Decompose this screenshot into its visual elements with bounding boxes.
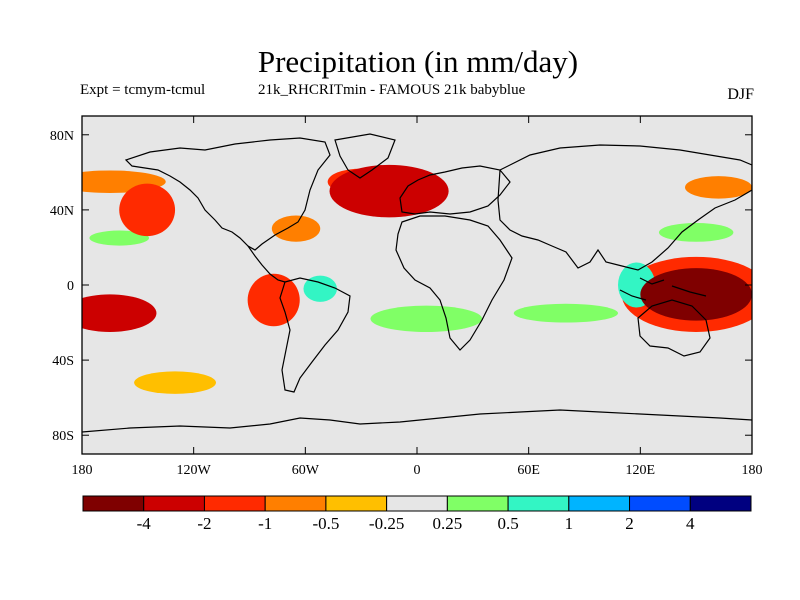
anomaly-north-atlantic-drying — [329, 164, 449, 218]
coastline-antarctica — [82, 409, 752, 433]
x-tick-label: 0 — [414, 463, 421, 478]
y-tick-label: 0 — [67, 279, 74, 294]
coastline-greenland — [334, 133, 396, 179]
colorbar-swatch — [143, 495, 205, 512]
colorbar-label: 0.25 — [432, 514, 462, 533]
coastline-maritime-continent — [619, 277, 707, 301]
colorbar-swatch — [446, 495, 509, 512]
x-tick-label: 60E — [517, 463, 540, 478]
colorbar-label: -0.5 — [312, 514, 339, 533]
anomaly-north-pacific-wetting — [89, 230, 149, 246]
colorbar-swatch — [325, 495, 388, 512]
colorbar-swatch — [203, 495, 266, 512]
colorbar-label: -1 — [258, 514, 272, 533]
anomaly-south-atlantic-wetting — [370, 305, 483, 332]
colorbar-label: -0.25 — [369, 514, 404, 533]
colorbar-label: 0.5 — [497, 514, 518, 533]
anomaly-layer — [82, 164, 752, 394]
coastline-africa — [395, 215, 513, 351]
anomaly-southern-ocean-drying — [134, 371, 216, 394]
anomaly-amazon-wetting — [303, 275, 337, 302]
anomaly-indian-ocean-wetting — [513, 303, 619, 323]
experiment-label: Expt = tcmym-tcmul — [80, 82, 206, 98]
plot-title: Precipitation (in mm/day) — [257, 44, 579, 79]
colorbar-label: 4 — [686, 514, 695, 533]
x-tick-label: 120W — [177, 463, 212, 478]
anomaly-west-pacific-drying — [640, 268, 752, 321]
coastlines — [82, 133, 752, 433]
y-tick-label: 40N — [50, 204, 74, 219]
season-label: DJF — [727, 86, 754, 103]
colorbar-swatch — [689, 495, 752, 512]
coastline-north-america — [124, 137, 331, 251]
y-tick-label: 80N — [50, 129, 74, 144]
coastline-asia — [497, 144, 752, 271]
comparison-label: 21k_RHCRITmin - FAMOUS 21k babyblue — [258, 82, 526, 98]
coastline-south-america — [279, 277, 351, 393]
colorbar-swatch — [629, 495, 691, 512]
colorbar-swatch — [386, 495, 448, 512]
anomaly-caribbean-drying — [271, 215, 321, 242]
coastline-australia — [637, 299, 711, 357]
anomaly-northwest-pacific-wetting — [658, 223, 734, 242]
x-tick-label: 60W — [292, 463, 320, 478]
anomaly-east-asia-drying — [685, 176, 752, 199]
anomaly-amazon-drying — [247, 273, 300, 327]
coastline-central-america — [247, 245, 286, 283]
colorbar: -4 -2 -1 -0.5 -0.25 0.25 0.5 1 2 4 — [82, 495, 752, 533]
anomaly-northeast-pacific-drying — [119, 183, 176, 237]
colorbar-swatch — [82, 495, 145, 512]
y-tick-label: 80S — [52, 429, 74, 444]
colorbar-label: 2 — [625, 514, 634, 533]
colorbar-label: 1 — [565, 514, 574, 533]
anomaly-south-pacific-drying — [82, 294, 157, 332]
axis-ticks: 80N 40N 0 40S 80S 180 120W 60W 0 60E 120E 180 — [50, 116, 763, 478]
colorbar-swatch — [568, 495, 631, 512]
y-tick-label: 40S — [52, 354, 74, 369]
colorbar-label: -4 — [137, 514, 152, 533]
x-tick-label: 120E — [626, 463, 656, 478]
x-tick-label: 180 — [742, 463, 763, 478]
colorbar-swatch — [507, 495, 570, 512]
colorbar-label: -2 — [197, 514, 211, 533]
x-tick-label: 180 — [72, 463, 93, 478]
colorbar-swatch — [264, 495, 327, 512]
